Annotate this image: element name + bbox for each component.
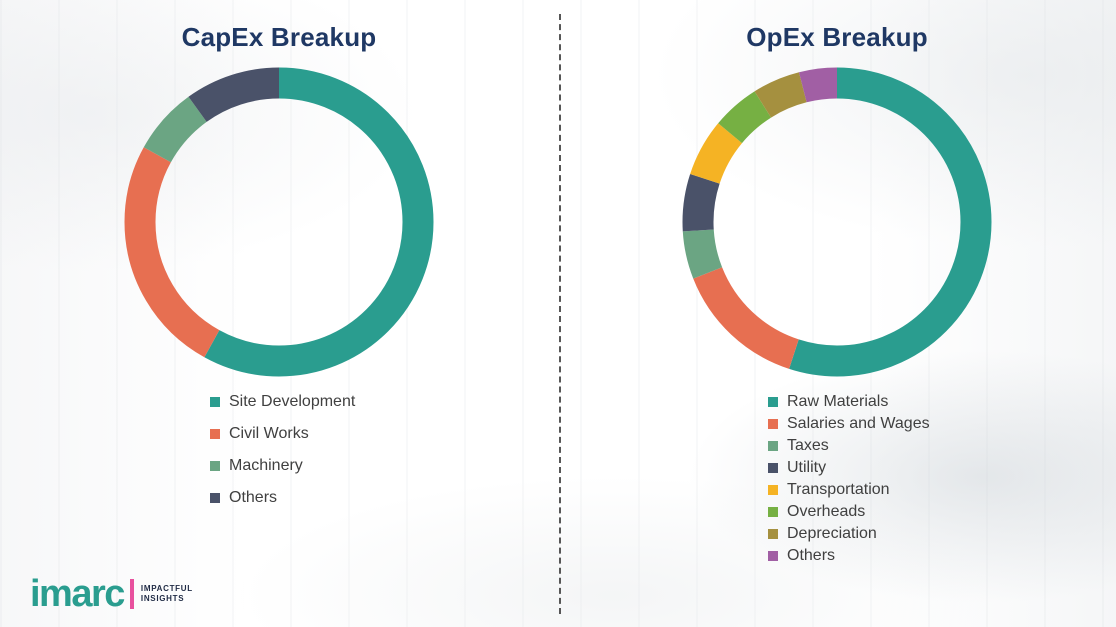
legend-swatch: [768, 485, 778, 495]
legend-swatch: [210, 493, 220, 503]
legend-swatch: [210, 429, 220, 439]
legend-label: Machinery: [229, 457, 303, 474]
legend-item: Site Development: [210, 393, 558, 411]
opex-donut-chart: [682, 67, 992, 377]
legend-item: Utility: [768, 459, 1116, 477]
legend-item: Taxes: [768, 437, 1116, 455]
donut-svg: [124, 67, 434, 377]
logo-tagline: IMPACTFUL INSIGHTS: [141, 584, 193, 605]
logo-tagline-line1: IMPACTFUL: [140, 583, 193, 593]
legend-swatch: [768, 397, 778, 407]
legend-label: Civil Works: [229, 425, 309, 442]
legend-label: Depreciation: [787, 525, 877, 542]
legend-label: Taxes: [787, 437, 829, 454]
opex-legend: Raw Materials Salaries and Wages Taxes Util…: [768, 393, 1116, 565]
legend-label: Overheads: [787, 503, 866, 520]
imarc-logo: imarc IMPACTFUL INSIGHTS: [30, 572, 193, 615]
legend-swatch: [210, 397, 220, 407]
legend-label: Others: [787, 547, 836, 564]
legend-item: Salaries and Wages: [768, 415, 1116, 433]
donut-segment: [124, 67, 434, 377]
dashed-divider: [559, 14, 561, 614]
legend-item: Transportation: [768, 481, 1116, 499]
legend-item: Depreciation: [768, 525, 1116, 543]
capex-chart-title: CapEx Breakup: [181, 22, 377, 52]
imarc-wordmark: imarc: [30, 572, 125, 615]
capex-legend: Site Development Civil Works Machinery Othe…: [210, 393, 558, 507]
legend-swatch: [768, 419, 778, 429]
legend-label: Utility: [787, 459, 827, 476]
legend-label: Salaries and Wages: [787, 415, 930, 432]
donut-segment: [124, 67, 434, 377]
legend-item: Others: [210, 489, 558, 507]
opex-chart-title: OpEx Breakup: [746, 22, 928, 52]
legend-label: Raw Materials: [787, 393, 889, 410]
donut-segment: [682, 67, 992, 377]
legend-swatch: [210, 461, 220, 471]
legend-label: Site Development: [229, 393, 356, 410]
capex-panel: CapEx Breakup Site Development Civil Work…: [124, 22, 558, 507]
opex-panel: OpEx Breakup Raw Materials Salaries and W…: [558, 0, 1116, 627]
legend-label: Transportation: [787, 481, 890, 498]
donut-segment: [682, 67, 992, 377]
legend-swatch: [768, 507, 778, 517]
logo-tagline-line2: INSIGHTS: [140, 593, 185, 603]
legend-item: Overheads: [768, 503, 1116, 521]
legend-item: Raw Materials: [768, 393, 1116, 411]
capex-donut-chart: [124, 67, 434, 377]
donut-svg: [682, 67, 992, 377]
legend-swatch: [768, 441, 778, 451]
legend-swatch: [768, 463, 778, 473]
legend-swatch: [768, 529, 778, 539]
legend-label: Others: [229, 489, 278, 506]
legend-swatch: [768, 551, 778, 561]
legend-item: Machinery: [210, 457, 558, 475]
legend-item: Civil Works: [210, 425, 558, 443]
legend-item: Others: [768, 547, 1116, 565]
logo-accent-bar: [129, 578, 134, 609]
